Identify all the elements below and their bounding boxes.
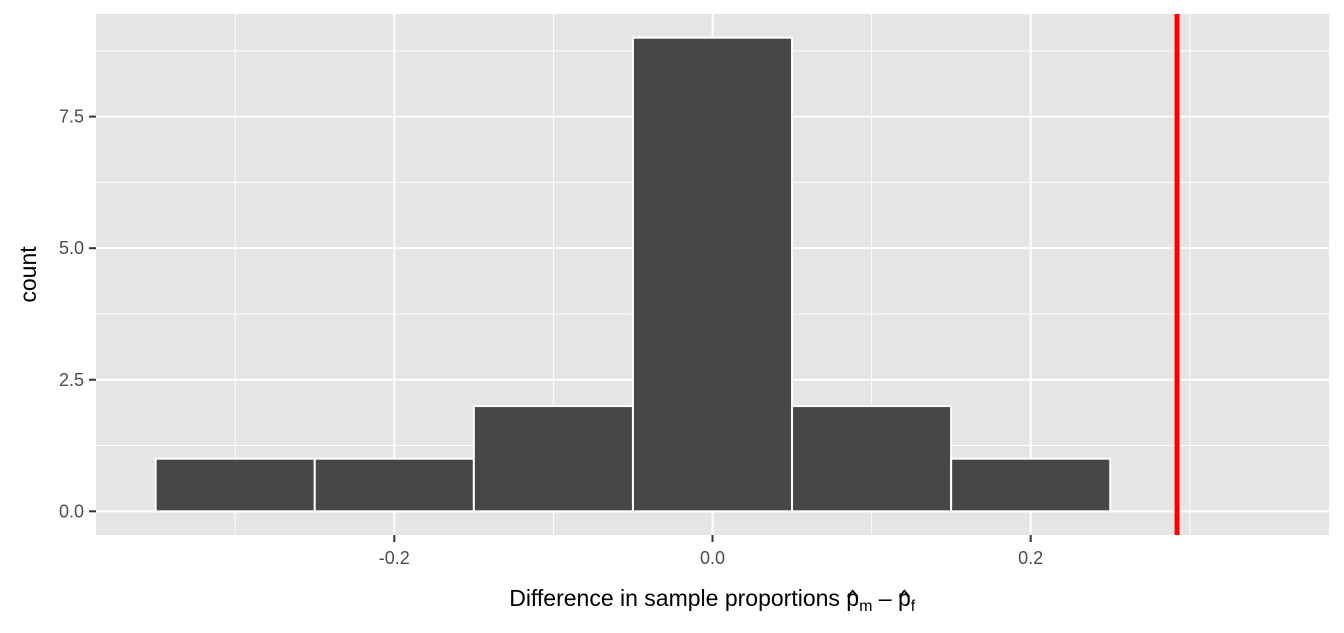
x-axis-title-main: Difference in sample proportions <box>509 585 846 611</box>
x-axis-title-symbol-p-hat-m: p <box>846 585 859 611</box>
histogram-bar <box>472 405 634 513</box>
histogram-bar <box>791 405 953 513</box>
x-axis-title-operator: – <box>872 585 898 611</box>
y-axis-title: count <box>15 246 41 303</box>
x-axis-title: Difference in sample proportions pm – pf <box>509 585 916 615</box>
y-axis-tick-label: 0.0 <box>59 501 84 521</box>
y-axis-tick-label: 2.5 <box>59 370 84 390</box>
x-axis-tick-label: -0.2 <box>379 548 410 568</box>
svg-text:Difference in sample proportio: Difference in sample proportions pm – pf <box>509 585 916 615</box>
y-axis: 0.0 2.5 5.0 7.5 <box>59 107 96 521</box>
x-axis-tick-label: 0.2 <box>1018 548 1043 568</box>
hat-accent-icon <box>847 589 859 598</box>
histogram-bar <box>950 457 1112 513</box>
y-axis-tick-label: 7.5 <box>59 107 84 127</box>
x-axis-title-subscript-f: f <box>911 598 916 615</box>
histogram-bar <box>154 457 316 513</box>
x-axis: -0.2 0.0 0.2 <box>379 535 1043 568</box>
x-axis-title-subscript-m: m <box>859 598 872 615</box>
x-axis-title-symbol-p-hat-f: p <box>898 585 911 611</box>
hat-accent-icon <box>898 589 911 598</box>
histogram-bars <box>154 36 1112 513</box>
x-axis-tick-label: 0.0 <box>700 548 725 568</box>
histogram-bar <box>631 36 794 513</box>
y-axis-tick-label: 5.0 <box>59 238 84 258</box>
histogram-bar <box>313 457 475 513</box>
